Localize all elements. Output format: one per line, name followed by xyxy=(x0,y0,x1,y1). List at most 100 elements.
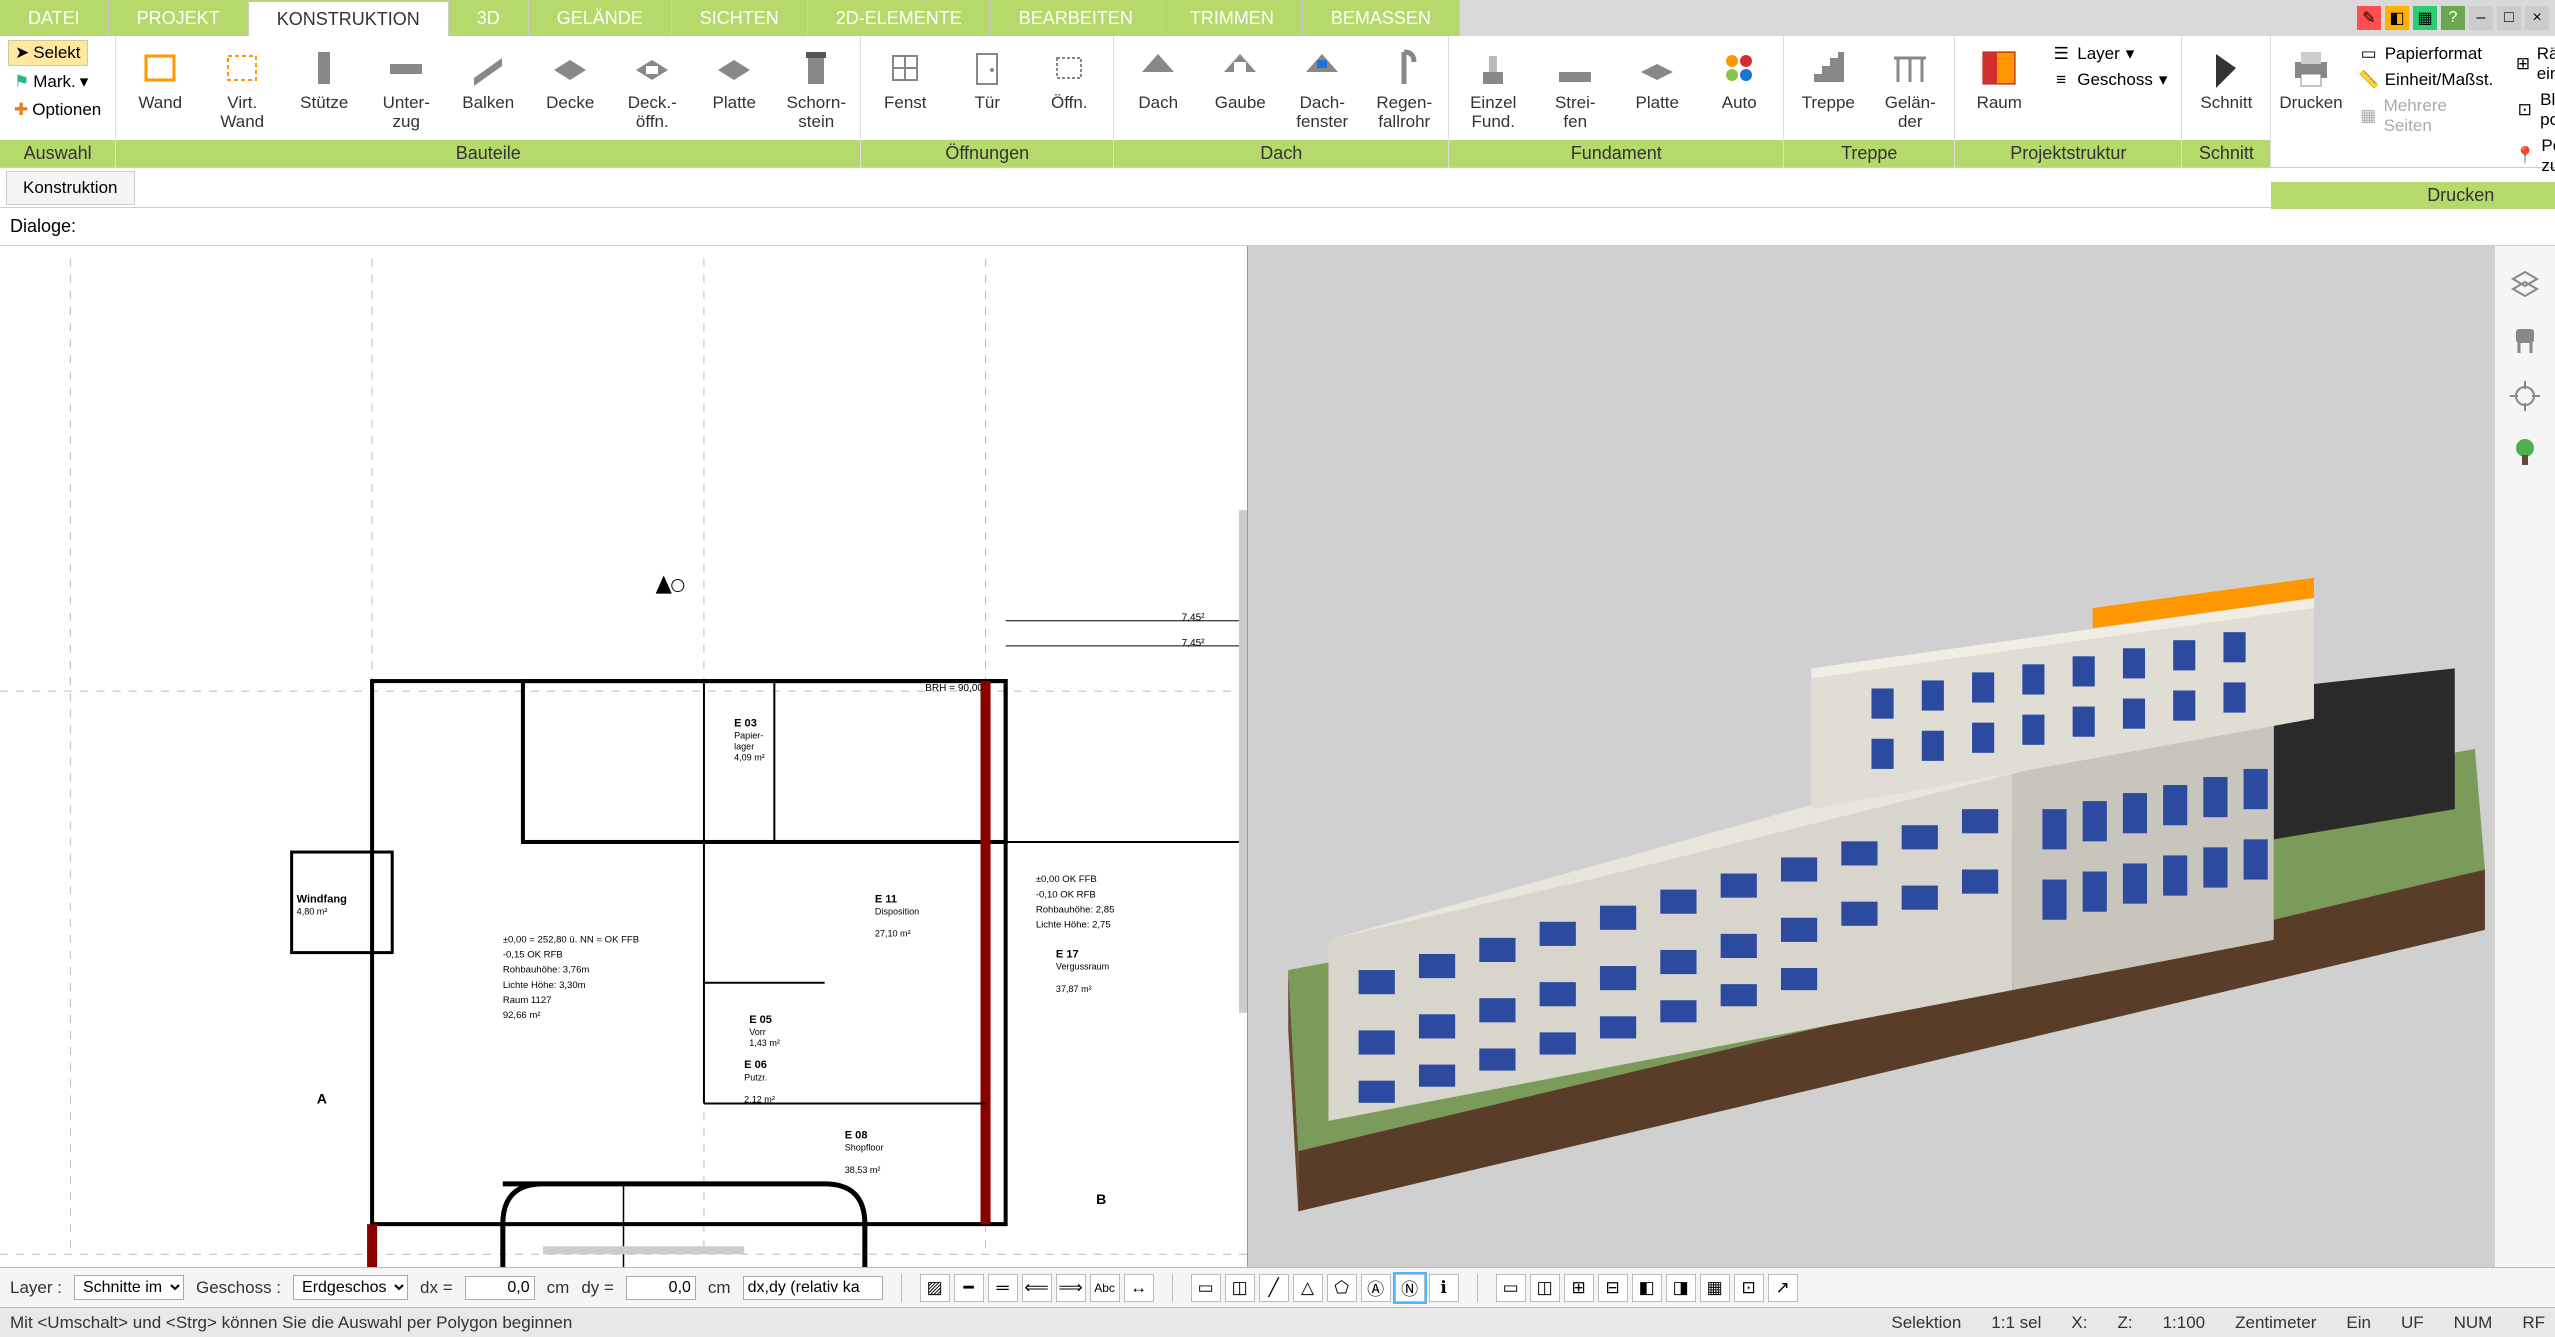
fundament-strei-fen-button[interactable]: Strei-fen xyxy=(1539,40,1611,131)
rect-icon[interactable]: ▭ xyxy=(1191,1274,1221,1302)
oeffnungen-t-r-button[interactable]: Tür xyxy=(951,40,1023,113)
treppe-gel-n-der-button[interactable]: Gelän-der xyxy=(1874,40,1946,131)
maximize-icon[interactable]: □ xyxy=(2497,6,2521,30)
view5-icon[interactable]: ◧ xyxy=(1632,1274,1662,1302)
view6-icon[interactable]: ◨ xyxy=(1666,1274,1696,1302)
menu-tab-2delemente[interactable]: 2D-ELEMENTE xyxy=(808,0,991,36)
view7-icon[interactable]: ▦ xyxy=(1700,1274,1730,1302)
snap-abc-icon[interactable]: Abc xyxy=(1090,1274,1120,1302)
bauteile-schorn-stein-button[interactable]: Schorn-stein xyxy=(780,40,852,131)
close-icon[interactable]: × xyxy=(2525,6,2549,30)
bauteile-virt-wand-button[interactable]: Virt.Wand xyxy=(206,40,278,131)
bauteile-platte-button[interactable]: Platte xyxy=(698,40,770,113)
triangle-icon[interactable]: △ xyxy=(1293,1274,1323,1302)
view1-icon[interactable]: ▭ xyxy=(1496,1274,1526,1302)
target-icon[interactable] xyxy=(2507,378,2543,414)
bauteile-deck-ffn--button[interactable]: Deck.-öffn. xyxy=(616,40,688,131)
fundament-einzel-fund--button[interactable]: EinzelFund. xyxy=(1457,40,1529,131)
dach-regen-fallrohr-button[interactable]: Regen-fallrohr xyxy=(1368,40,1440,131)
floorplan-svg: Windfang4,80 m²E 03Papier-lager4,09 m²E … xyxy=(0,246,1247,1267)
mehrere-seiten-button[interactable]: ▦Mehrere Seiten xyxy=(2353,94,2500,138)
geschoss-dropdown[interactable]: ≡Geschoss▾ xyxy=(2045,68,2173,92)
view4-icon[interactable]: ⊟ xyxy=(1598,1274,1628,1302)
snap-hatch-icon[interactable]: ▨ xyxy=(920,1274,950,1302)
optionen-button[interactable]: ✚ Optionen xyxy=(8,98,107,122)
menu-tab-gelaende[interactable]: GELÄNDE xyxy=(529,0,672,36)
oeffnungen-fenst-button[interactable]: Fenst xyxy=(869,40,941,113)
dxdy-hint-input[interactable] xyxy=(743,1276,883,1300)
raender-button[interactable]: ⊞Ränder einblend. xyxy=(2509,42,2555,86)
dach-gaube-button[interactable]: Gaube xyxy=(1204,40,1276,113)
menu-tab-bemassen[interactable]: BEMASSEN xyxy=(1303,0,1460,36)
svg-text:Rohbauhöhe: 3,76m: Rohbauhöhe: 3,76m xyxy=(503,965,590,976)
bauteile-icon-2 xyxy=(300,44,348,92)
treppe-label-0: Treppe xyxy=(1802,94,1855,113)
help-icon[interactable]: ? xyxy=(2441,6,2465,30)
snap-leftalign-icon[interactable]: ⟸ xyxy=(1022,1274,1052,1302)
bauteile-st-tze-button[interactable]: Stütze xyxy=(288,40,360,113)
layers-side-icon[interactable] xyxy=(2507,266,2543,302)
dy-input[interactable] xyxy=(626,1276,696,1300)
tab-konstruktion[interactable]: Konstruktion xyxy=(6,171,135,205)
cube-icon[interactable]: ◧ xyxy=(2385,6,2409,30)
selekt-button[interactable]: ➤ Selekt xyxy=(8,40,88,66)
dach-dach-fenster-button[interactable]: Dach-fenster xyxy=(1286,40,1358,131)
fundament-label-2: Platte xyxy=(1636,94,1679,113)
raum-button[interactable]: Raum xyxy=(1963,40,2035,113)
circle-n-icon[interactable]: Ⓝ xyxy=(1395,1274,1425,1302)
layer-select[interactable]: Schnitte im xyxy=(74,1275,184,1300)
tree-icon[interactable] xyxy=(2507,434,2543,470)
treppe-treppe-button[interactable]: Treppe xyxy=(1792,40,1864,113)
fundament-platte-button[interactable]: Platte xyxy=(1621,40,1693,113)
bauteile-wand-button[interactable]: Wand xyxy=(124,40,196,113)
dach-dach-button[interactable]: Dach xyxy=(1122,40,1194,113)
dach-label-2: Dach-fenster xyxy=(1296,94,1348,131)
model-3d-view[interactable] xyxy=(1248,246,2495,1267)
menu-tab-datei[interactable]: DATEI xyxy=(0,0,109,36)
oeffnungen--ffn--button[interactable]: Öffn. xyxy=(1033,40,1105,113)
chair-icon[interactable] xyxy=(2507,322,2543,358)
menu-tab-konstruktion[interactable]: KONSTRUKTION xyxy=(249,0,449,36)
fundament-auto-button[interactable]: Auto xyxy=(1703,40,1775,113)
line-icon[interactable]: ╱ xyxy=(1259,1274,1289,1302)
bottom-toolbar: Layer : Schnitte im Geschoss : Erdgescho… xyxy=(0,1267,2555,1307)
menu-tab-3d[interactable]: 3D xyxy=(449,0,529,36)
snap-weight2-icon[interactable]: ═ xyxy=(988,1274,1018,1302)
floorplan-view[interactable]: Windfang4,80 m²E 03Papier-lager4,09 m²E … xyxy=(0,246,1248,1267)
grid-icon[interactable]: ▦ xyxy=(2413,6,2437,30)
info-icon[interactable]: ℹ xyxy=(1429,1274,1459,1302)
papierformat-button[interactable]: ▭Papierformat xyxy=(2353,42,2500,66)
schnitt-button[interactable]: Schnitt xyxy=(2190,40,2262,113)
view3-icon[interactable]: ⊞ xyxy=(1564,1274,1594,1302)
snap-dim-icon[interactable]: ↔ xyxy=(1124,1274,1154,1302)
view2-icon[interactable]: ◫ xyxy=(1530,1274,1560,1302)
view9-icon[interactable]: ↗ xyxy=(1768,1274,1798,1302)
mark-dropdown[interactable]: ⚑ Mark. ▾ xyxy=(8,70,94,94)
menu-tab-projekt[interactable]: PROJEKT xyxy=(109,0,249,36)
snap-rightalign-icon[interactable]: ⟹ xyxy=(1056,1274,1086,1302)
wand-icon[interactable]: ✎ xyxy=(2357,6,2381,30)
geschoss-select[interactable]: Erdgeschos xyxy=(293,1275,408,1300)
menu-tab-bearbeiten[interactable]: BEARBEITEN xyxy=(991,0,1162,36)
panel-label-auswahl: Auswahl xyxy=(0,140,115,167)
pos-reset-button[interactable]: 📍Pos zurücksetz. xyxy=(2509,134,2555,178)
bauteile-balken-button[interactable]: Balken xyxy=(452,40,524,113)
snap-weight1-icon[interactable]: ━ xyxy=(954,1274,984,1302)
blatt-position-button[interactable]: ⊡ Blatt position. xyxy=(2509,88,2555,132)
rect-rounded-icon[interactable]: ◫ xyxy=(1225,1274,1255,1302)
dx-input[interactable] xyxy=(465,1276,535,1300)
poly-icon[interactable]: ⬠ xyxy=(1327,1274,1357,1302)
minimize-icon[interactable]: – xyxy=(2469,6,2493,30)
blatt-label: Blatt position. xyxy=(2540,90,2555,130)
circle-a-icon[interactable]: Ⓐ xyxy=(1361,1274,1391,1302)
drucken-button[interactable]: Drucken xyxy=(2279,40,2342,113)
bauteile-decke-button[interactable]: Decke xyxy=(534,40,606,113)
menu-tab-trimmen[interactable]: TRIMMEN xyxy=(1162,0,1303,36)
bauteile-unter-zug-button[interactable]: Unter-zug xyxy=(370,40,442,131)
view8-icon[interactable]: ⊡ xyxy=(1734,1274,1764,1302)
menu-tab-sichten[interactable]: SICHTEN xyxy=(672,0,808,36)
einheit-button[interactable]: 📏Einheit/Maßst. xyxy=(2353,68,2500,92)
layer-dropdown[interactable]: ☰Layer▾ xyxy=(2045,42,2173,66)
position-icon: ⊡ xyxy=(2515,100,2534,120)
panel-label-treppe: Treppe xyxy=(1784,140,1954,167)
